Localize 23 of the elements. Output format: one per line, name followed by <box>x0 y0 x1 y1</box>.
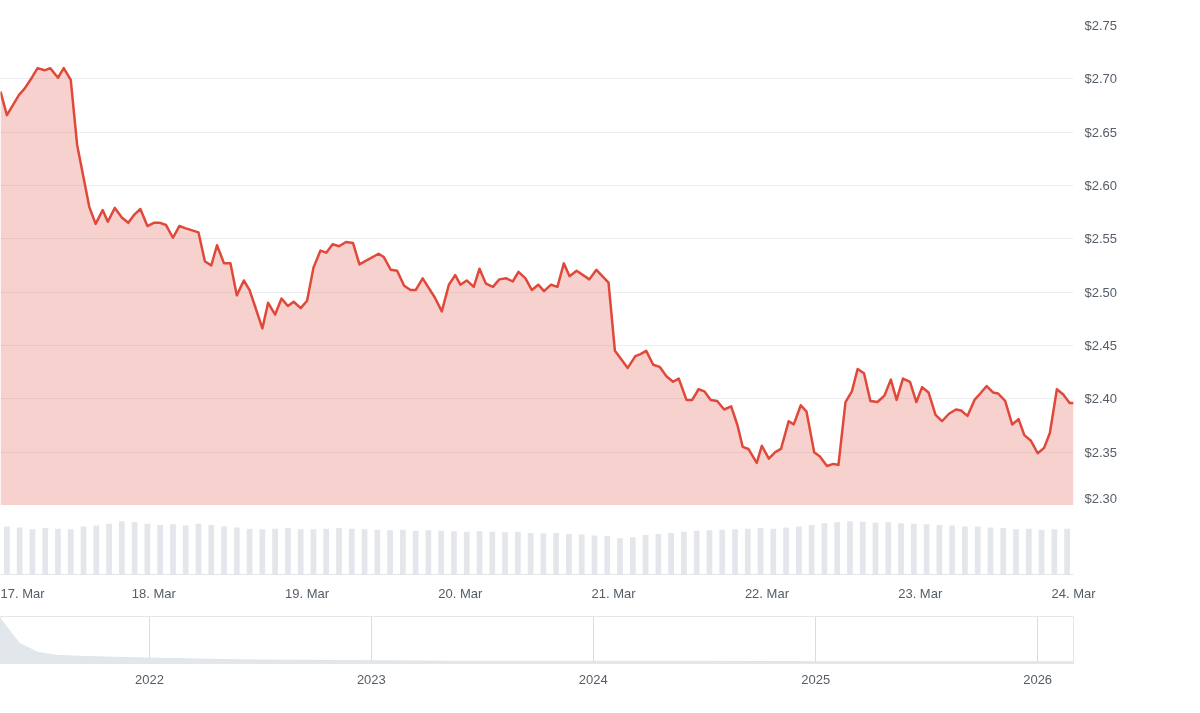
x-tick-label: 2026 <box>1023 671 1053 687</box>
x-tick-label: 23. Mar <box>898 585 943 601</box>
x-tick-label: 2025 <box>801 671 831 687</box>
x-tick-label: 22. Mar <box>744 585 790 601</box>
y-tick-label: $2.45 <box>1084 338 1118 353</box>
x-tick-label: 2024 <box>578 671 608 687</box>
y-tick-label: $2.55 <box>1084 231 1118 247</box>
y-tick-label: $2.35 <box>1084 444 1118 460</box>
y-tick-label: $2.75 <box>1084 18 1118 33</box>
y-tick-label: $2.65 <box>1084 124 1118 140</box>
x-tick-label: 2023 <box>356 671 386 687</box>
x-tick-label: 24. Mar <box>1051 585 1097 601</box>
y-tick-label: $2.60 <box>1084 178 1118 193</box>
x-tick-label: 2022 <box>134 671 164 687</box>
y-tick-label: $2.30 <box>1084 490 1118 506</box>
x-tick-label: 17. Mar <box>0 585 46 601</box>
y-tick-label: $2.50 <box>1084 284 1118 300</box>
y-tick-label: $2.70 <box>1084 71 1118 87</box>
y-tick-label: $2.40 <box>1084 391 1118 407</box>
x-tick-label: 19. Mar <box>285 585 330 601</box>
x-tick-label: 21. Mar <box>591 585 637 601</box>
x-tick-label: 20. Mar <box>438 585 484 601</box>
x-tick-label: 18. Mar <box>131 585 177 601</box>
